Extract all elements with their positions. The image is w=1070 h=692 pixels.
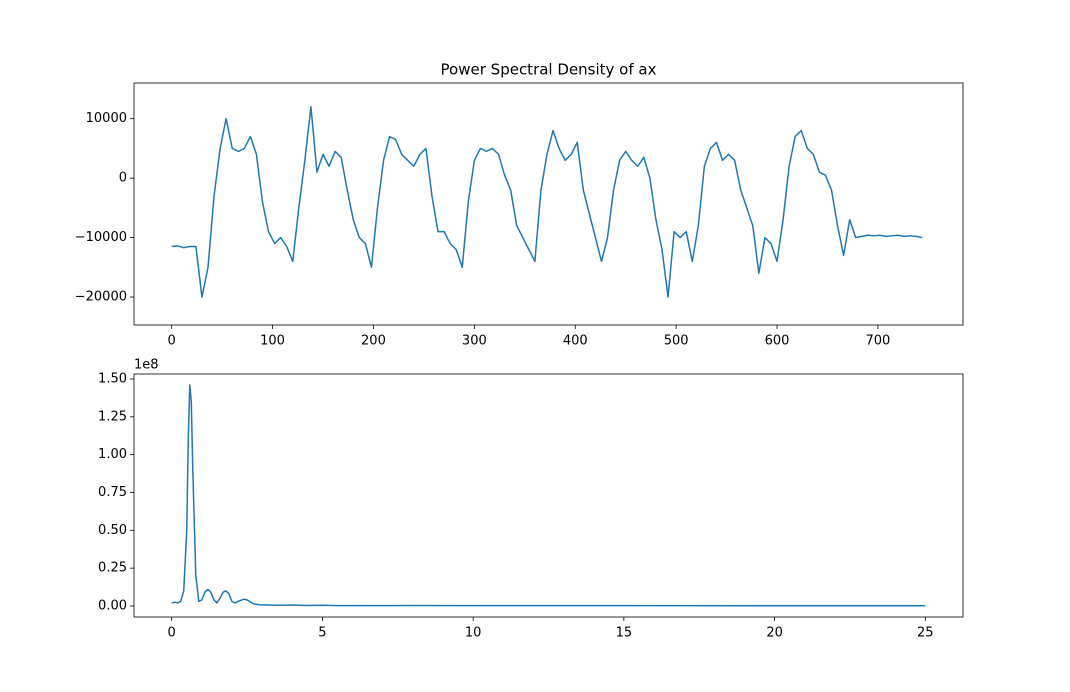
y-tick-label: 1.25: [98, 409, 127, 424]
x-tick-label: 100: [260, 334, 285, 349]
x-tick-label: 300: [462, 334, 487, 349]
axes-frame: [133, 373, 964, 618]
y-tick-label: −20000: [75, 290, 127, 305]
x-tick-label: 600: [765, 334, 790, 349]
plot-area: [171, 384, 926, 607]
chart-title: Power Spectral Density of ax: [441, 61, 657, 79]
y-tick-label: 0.25: [98, 561, 127, 576]
data-line: [171, 384, 926, 607]
y-tick-label: 0: [119, 171, 127, 186]
x-tick-label: 25: [917, 626, 934, 641]
y-tick-label: 0.75: [98, 485, 127, 500]
y-tick-label: 0.00: [98, 598, 127, 613]
x-tick-label: 500: [664, 334, 689, 349]
y-offset-label: 1e8: [134, 358, 159, 373]
y-tick-label: 10000: [86, 111, 127, 126]
x-tick-label: 700: [865, 334, 890, 349]
x-tick-label: 400: [563, 334, 588, 349]
y-tick-label: −10000: [75, 230, 127, 245]
x-tick-label: 200: [361, 334, 386, 349]
x-tick-label: 0: [168, 334, 176, 349]
y-tick-label: 0.50: [98, 523, 127, 538]
y-tick-label: 1.00: [98, 447, 127, 462]
x-tick-label: 15: [616, 626, 633, 641]
y-tick-label: 1.50: [98, 371, 127, 386]
data-line: [171, 106, 923, 298]
axes-frame: [133, 82, 964, 326]
x-tick-label: 20: [766, 626, 783, 641]
x-tick-label: 10: [465, 626, 482, 641]
plot-area: [171, 106, 923, 298]
x-tick-label: 0: [168, 626, 176, 641]
x-tick-label: 5: [318, 626, 326, 641]
